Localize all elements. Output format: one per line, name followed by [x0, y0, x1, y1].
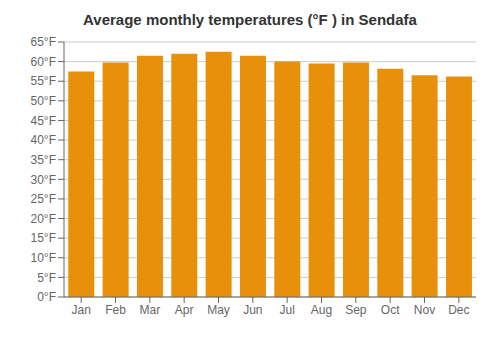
svg-text:25°F: 25°F [31, 192, 56, 206]
svg-text:35°F: 35°F [31, 153, 56, 167]
svg-text:Feb: Feb [105, 303, 126, 317]
svg-text:10°F: 10°F [31, 251, 56, 265]
svg-text:Dec: Dec [448, 303, 469, 317]
svg-text:Sep: Sep [345, 303, 367, 317]
svg-text:Apr: Apr [175, 303, 194, 317]
svg-text:20°F: 20°F [31, 212, 56, 226]
svg-text:May: May [207, 303, 230, 317]
svg-text:15°F: 15°F [31, 231, 56, 245]
svg-text:55°F: 55°F [31, 74, 56, 88]
svg-text:Oct: Oct [381, 303, 400, 317]
svg-text:45°F: 45°F [31, 114, 56, 128]
svg-text:0°F: 0°F [37, 290, 56, 304]
svg-text:5°F: 5°F [37, 271, 56, 285]
svg-text:Jul: Jul [279, 303, 294, 317]
svg-text:30°F: 30°F [31, 173, 56, 187]
svg-text:Aug: Aug [311, 303, 332, 317]
svg-text:Nov: Nov [414, 303, 435, 317]
svg-text:60°F: 60°F [31, 55, 56, 69]
svg-text:Jan: Jan [71, 303, 90, 317]
svg-text:Jun: Jun [243, 303, 262, 317]
html-text:Average monthly temperatures (: Average monthly temperatures (°F ) in Se… [83, 11, 417, 28]
svg-text:50°F: 50°F [31, 94, 56, 108]
svg-text:40°F: 40°F [31, 133, 56, 147]
svg-text:65°F: 65°F [31, 35, 56, 49]
svg-text:Mar: Mar [139, 303, 160, 317]
